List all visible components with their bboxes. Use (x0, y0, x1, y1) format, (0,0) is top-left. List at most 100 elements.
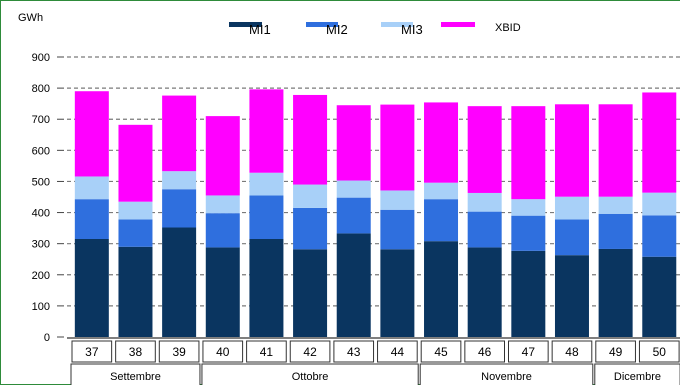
bar-segment-mi1-week-41 (249, 239, 284, 337)
legend-swatch-xbid (441, 22, 475, 27)
bar-stack-week-40 (205, 116, 240, 337)
week-cell (289, 340, 331, 363)
bar-segment-xbid-week-40 (205, 116, 240, 196)
bar-segment-mi3-week-49 (598, 196, 633, 214)
bar-segment-mi1-week-46 (467, 247, 502, 337)
bar-segment-mi3-week-41 (249, 172, 284, 196)
y-tick-label: 100 (32, 301, 50, 313)
month-label: Dicembre (614, 371, 661, 383)
bar-stack-week-50 (642, 92, 677, 337)
week-cell (115, 340, 156, 363)
bar-segment-mi1-week-48 (554, 255, 589, 337)
week-cell (638, 340, 680, 363)
bar-stack-week-45 (424, 102, 459, 337)
x-tick-label-week: 42 (303, 345, 317, 359)
bar-segment-mi3-week-38 (118, 201, 153, 220)
bar-segment-mi1-week-44 (380, 249, 415, 337)
month-label: Novembre (481, 371, 532, 383)
bar-stacks (74, 89, 677, 337)
bar-segment-xbid-week-42 (293, 94, 328, 185)
bar-segment-mi3-week-43 (336, 180, 371, 198)
week-cell (420, 340, 462, 363)
week-cell (71, 340, 113, 363)
y-tick-label: 300 (32, 239, 50, 251)
x-tick-label-week: 43 (347, 345, 361, 359)
bar-segment-mi2-week-41 (249, 195, 284, 239)
bar-segment-mi2-week-44 (380, 209, 415, 250)
bar-segment-xbid-week-44 (380, 104, 415, 191)
bar-stack-week-42 (293, 94, 328, 337)
x-tick-label-week: 46 (478, 345, 492, 359)
bar-stack-week-44 (380, 104, 415, 337)
y-tick-label: 0 (44, 332, 50, 344)
bar-stack-week-41 (249, 89, 284, 337)
bar-segment-xbid-week-46 (467, 106, 502, 193)
bar-segment-mi3-week-45 (424, 182, 459, 200)
bar-stack-week-38 (118, 124, 153, 337)
week-cell (202, 340, 244, 363)
bar-segment-xbid-week-50 (642, 92, 677, 193)
bar-segment-mi2-week-49 (598, 213, 633, 249)
y-tick-label: 400 (32, 208, 50, 220)
bar-segment-mi1-week-39 (162, 227, 197, 337)
bar-segment-mi1-week-45 (424, 241, 459, 337)
bar-stack-week-48 (554, 104, 589, 337)
bar-segment-mi2-week-43 (336, 197, 371, 234)
month-label: Ottobre (292, 371, 329, 383)
week-cell (508, 340, 549, 363)
month-label: Settembre (110, 371, 161, 383)
bar-segment-mi3-week-44 (380, 190, 415, 210)
month-cell (201, 363, 419, 385)
bar-segment-xbid-week-43 (336, 105, 371, 181)
bar-segment-mi2-week-50 (642, 215, 677, 257)
x-tick-label-week: 45 (434, 345, 448, 359)
bar-segment-mi2-week-37 (74, 199, 109, 239)
bar-segment-mi1-week-38 (118, 246, 153, 337)
y-axis-ticks: 0 100 200 300 400 500 600 700 800 900 (32, 52, 64, 344)
bar-segment-mi3-week-37 (74, 176, 109, 200)
week-cell (551, 340, 593, 363)
legend-swatch-mi3 (381, 22, 413, 27)
bar-segment-mi2-week-45 (424, 199, 459, 242)
legend-swatch-mi2 (306, 22, 338, 27)
bar-stack-week-49 (598, 104, 633, 337)
bar-segment-mi1-week-49 (598, 248, 633, 337)
y-tick-label: 900 (32, 52, 50, 64)
bar-stack-week-47 (511, 106, 546, 337)
bar-segment-mi2-week-38 (118, 219, 153, 247)
bar-stack-week-37 (74, 91, 109, 337)
bar-segment-xbid-week-37 (74, 91, 109, 177)
bar-segment-mi3-week-42 (293, 184, 328, 208)
bar-segment-mi1-week-43 (336, 233, 371, 337)
x-tick-label-week: 44 (391, 345, 405, 359)
x-tick-label-week: 39 (172, 345, 186, 359)
x-tick-label-week: 41 (260, 345, 274, 359)
y-tick-label: 800 (32, 83, 50, 95)
bar-segment-mi1-week-47 (511, 250, 546, 337)
month-cell (594, 363, 680, 385)
bar-segment-xbid-week-49 (598, 104, 633, 197)
bar-segment-mi3-week-46 (467, 192, 502, 212)
bar-segment-xbid-week-45 (424, 102, 459, 183)
bar-segment-mi1-week-37 (74, 239, 109, 337)
bar-segment-mi3-week-40 (205, 195, 240, 214)
bar-segment-mi2-week-42 (293, 207, 328, 250)
bar-segment-mi3-week-39 (162, 171, 197, 190)
y-tick-label: 200 (32, 270, 50, 282)
x-tick-label-week: 47 (522, 345, 536, 359)
bar-segment-mi3-week-47 (511, 199, 546, 216)
bar-segment-mi2-week-40 (205, 213, 240, 248)
x-tick-label-week: 37 (85, 345, 99, 359)
bar-stack-week-43 (336, 105, 371, 337)
bar-stack-week-39 (162, 95, 197, 337)
bar-segment-xbid-week-48 (554, 104, 589, 197)
month-cell (70, 363, 201, 385)
bar-segment-mi1-week-50 (642, 256, 677, 337)
legend: MI1 MI2 MI3 XBID (229, 22, 521, 37)
bar-segment-mi2-week-46 (467, 211, 502, 248)
bar-segment-mi2-week-39 (162, 189, 197, 228)
legend-swatch-mi1 (229, 22, 262, 27)
y-tick-label: 700 (32, 114, 50, 126)
bar-segment-mi2-week-47 (511, 215, 546, 251)
week-cell (246, 340, 287, 363)
